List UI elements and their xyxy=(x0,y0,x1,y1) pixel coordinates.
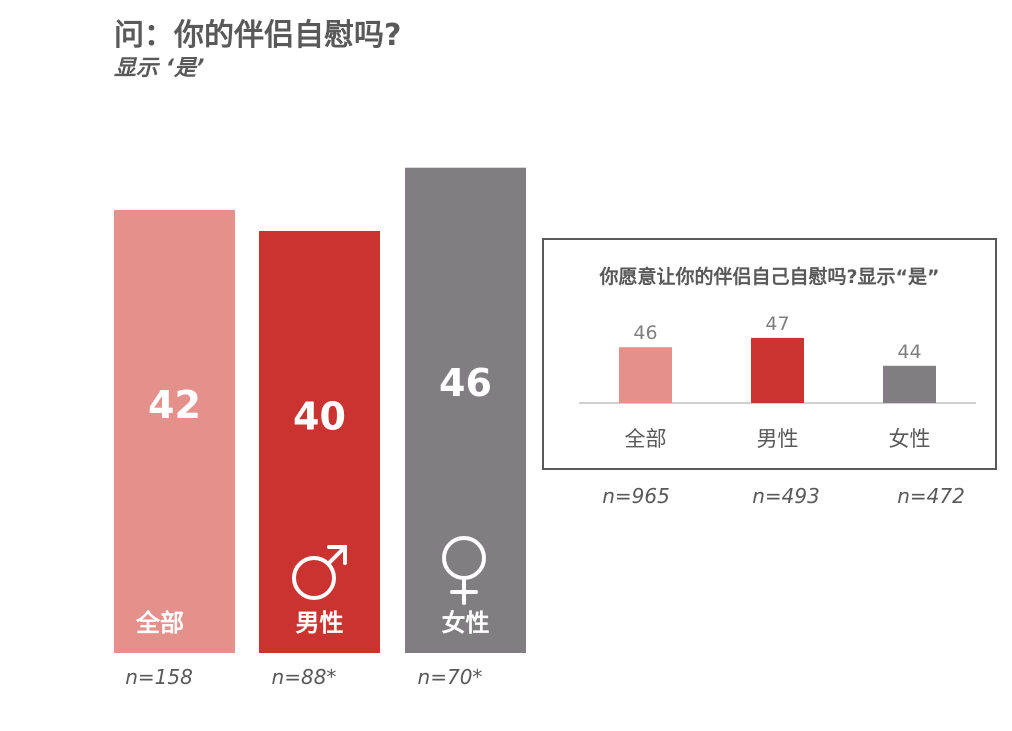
bar-value-label-2: 46 xyxy=(439,361,492,405)
inset-chart-box: 你愿意让你的伴侣自己自慰吗?显示“是” 46 全部 47 男性 44 女性 xyxy=(542,238,997,470)
bar-category-label-0: 全部 xyxy=(135,609,184,637)
bar-1 xyxy=(259,231,380,653)
inset-category-label-2: 女性 xyxy=(889,427,931,451)
male-symbol-icon xyxy=(292,545,347,600)
bar-category-label-1: 男性 xyxy=(296,609,344,637)
inset-bar-0 xyxy=(619,347,672,403)
bar-value-label-1: 40 xyxy=(293,394,346,438)
inset-bar-chart: 46 全部 47 男性 44 女性 xyxy=(579,313,976,451)
inset-category-label-1: 男性 xyxy=(757,427,799,451)
inset-bar-value-0: 46 xyxy=(633,322,657,344)
sample-size-label-2: n=70* xyxy=(418,665,483,689)
female-symbol-icon xyxy=(442,536,486,605)
inset-category-label-0: 全部 xyxy=(625,427,667,451)
bar-category-label-2: 女性 xyxy=(442,609,490,637)
inset-bar-value-1: 47 xyxy=(765,313,789,335)
inset-sample-size-label-1: n=493 xyxy=(752,484,820,508)
inset-sample-size-label-2: n=472 xyxy=(897,484,965,508)
inset-sample-size-label-0: n=965 xyxy=(602,484,670,508)
sample-size-label-1: n=88* xyxy=(272,665,337,689)
inset-bar-value-2: 44 xyxy=(897,341,921,363)
inset-chart-title: 你愿意让你的伴侣自己自慰吗?显示“是” xyxy=(599,266,940,288)
bar-value-label-0: 42 xyxy=(148,383,201,427)
inset-bar-2 xyxy=(883,365,936,403)
chart-title: 问：你的伴侣自慰吗? xyxy=(114,18,402,53)
inset-bar-1 xyxy=(751,337,804,403)
chart-subtitle: 显示 ‘是’ xyxy=(114,56,205,81)
bar-2 xyxy=(405,167,526,653)
sample-size-label-0: n=158 xyxy=(125,665,193,689)
bar-0 xyxy=(114,209,235,653)
